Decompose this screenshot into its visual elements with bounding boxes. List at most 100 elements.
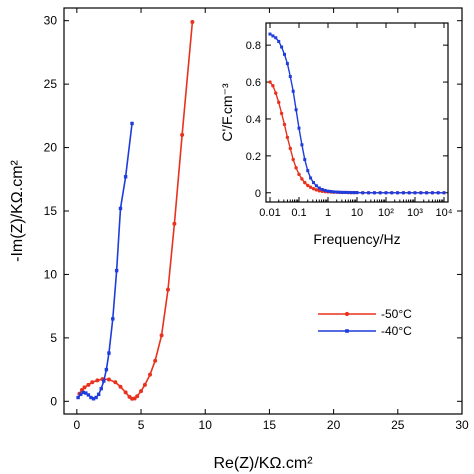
main-series-line (77, 123, 133, 400)
inset-data-point (317, 186, 321, 190)
inset-x-tick-label: 0.01 (259, 207, 280, 219)
inset-series-minus-40c (268, 32, 446, 195)
inset-data-point (349, 191, 353, 195)
inset-data-point (361, 191, 365, 195)
inset-data-point (297, 126, 301, 130)
main-y-tick-label: 30 (44, 14, 58, 28)
main-data-point (82, 385, 87, 390)
main-y-tick-label: 0 (50, 394, 57, 408)
inset-data-point (282, 122, 287, 127)
main-x-tick-label: 30 (455, 418, 469, 432)
inset-data-point (279, 111, 284, 116)
main-data-point (104, 367, 109, 372)
inset-plot: 0.01 0.1 1 10 10² 10³ 10⁴ 0 0.2 0.4 0.6 0.8 Frequenc… (219, 22, 453, 247)
inset-data-point (413, 191, 417, 195)
inset-frame (265, 22, 449, 203)
main-y-axis-label: -Im(Z)/KΩ.cm² (9, 159, 26, 261)
main-data-point (76, 395, 80, 400)
main-data-point (139, 389, 144, 394)
main-x-axis-label: Re(Z)/KΩ.cm² (213, 455, 313, 472)
main-data-point (190, 19, 195, 24)
inset-data-point (274, 36, 278, 40)
main-data-point (113, 380, 118, 385)
inset-data-point (372, 191, 376, 195)
main-data-point (180, 132, 185, 137)
main-data-point (81, 390, 85, 395)
inset-data-point (300, 177, 304, 181)
main-data-point (132, 396, 137, 401)
inset-x-tick-label: 10⁴ (436, 207, 453, 219)
inset-data-point (396, 191, 400, 195)
main-y-tick-label: 5 (50, 331, 57, 345)
legend-marker (344, 311, 350, 317)
main-data-point (172, 221, 177, 226)
inset-data-point (314, 188, 319, 192)
main-data-point (94, 395, 98, 400)
inset-data-point (430, 191, 434, 195)
inset-data-point (329, 189, 333, 193)
legend-label: -50°C (381, 307, 412, 321)
main-data-point (107, 351, 111, 355)
main-data-point (159, 333, 164, 338)
inset-data-point (268, 80, 272, 84)
inset-data-point (436, 191, 440, 195)
inset-data-point (320, 187, 324, 191)
main-y-tick-label: 15 (44, 204, 58, 218)
inset-y-tick-label: 0.4 (246, 114, 261, 126)
inset-data-point (282, 52, 286, 56)
main-y-tick-label: 25 (44, 77, 58, 91)
main-data-point (99, 386, 103, 391)
main-data-point (118, 206, 123, 211)
inset-data-point (291, 157, 295, 162)
main-data-point (86, 393, 91, 397)
inset-data-point (306, 169, 310, 173)
inset-data-point (335, 190, 339, 194)
inset-data-point (326, 189, 330, 193)
main-data-point (96, 392, 101, 397)
inset-data-point (291, 89, 295, 93)
inset-y-tick-label: 0.2 (246, 151, 261, 163)
inset-x-tick-label: 10 (351, 207, 363, 219)
inset-data-point (285, 62, 289, 66)
main-data-point (84, 391, 88, 395)
main-x-tick-label: 25 (391, 418, 405, 432)
inset-data-point (303, 180, 307, 185)
legend-label: -40°C (381, 324, 412, 338)
inset-data-point (303, 158, 307, 162)
inset-x-tick-label: 10² (378, 207, 394, 219)
main-data-point (91, 397, 96, 401)
inset-data-point (425, 191, 429, 195)
main-series-minus-40c (76, 121, 134, 401)
inset-data-point (271, 84, 275, 88)
inset-data-point (332, 190, 336, 194)
main-data-point (90, 380, 95, 385)
inset-y-tick-label: 0.8 (246, 40, 261, 52)
inset-data-point (390, 191, 394, 195)
inset-data-point (297, 172, 301, 177)
inset-data-point (407, 191, 411, 195)
inset-data-point (314, 184, 318, 188)
main-plot: 0 5 10 15 20 25 30051015202530Re(Z)/KΩ.cm²-Im(… (9, 7, 469, 472)
inset-data-point (280, 45, 284, 49)
inset-data-point (300, 143, 304, 147)
inset-data-point (338, 190, 342, 194)
main-y-tick-label: 10 (44, 267, 58, 281)
main-x-tick-label: 5 (138, 418, 145, 432)
main-y-tick-label: 20 (44, 141, 58, 155)
legend: -50°C -40°C (318, 307, 412, 338)
inset-data-point (311, 181, 315, 185)
main-series-line (78, 21, 194, 400)
main-data-point (135, 394, 140, 399)
main-data-point (95, 378, 100, 383)
inset-y-tick-label: 0.6 (246, 77, 261, 89)
main-data-point (78, 392, 83, 397)
inset-data-point (285, 135, 290, 140)
main-data-point (165, 287, 170, 292)
inset-x-tick-label: 10³ (407, 207, 423, 219)
main-data-point (148, 372, 153, 377)
inset-data-point (355, 191, 359, 195)
main-x-tick-label: 10 (199, 418, 213, 432)
inset-data-point (308, 185, 313, 189)
main-data-point (153, 358, 158, 363)
inset-data-point (288, 75, 292, 79)
